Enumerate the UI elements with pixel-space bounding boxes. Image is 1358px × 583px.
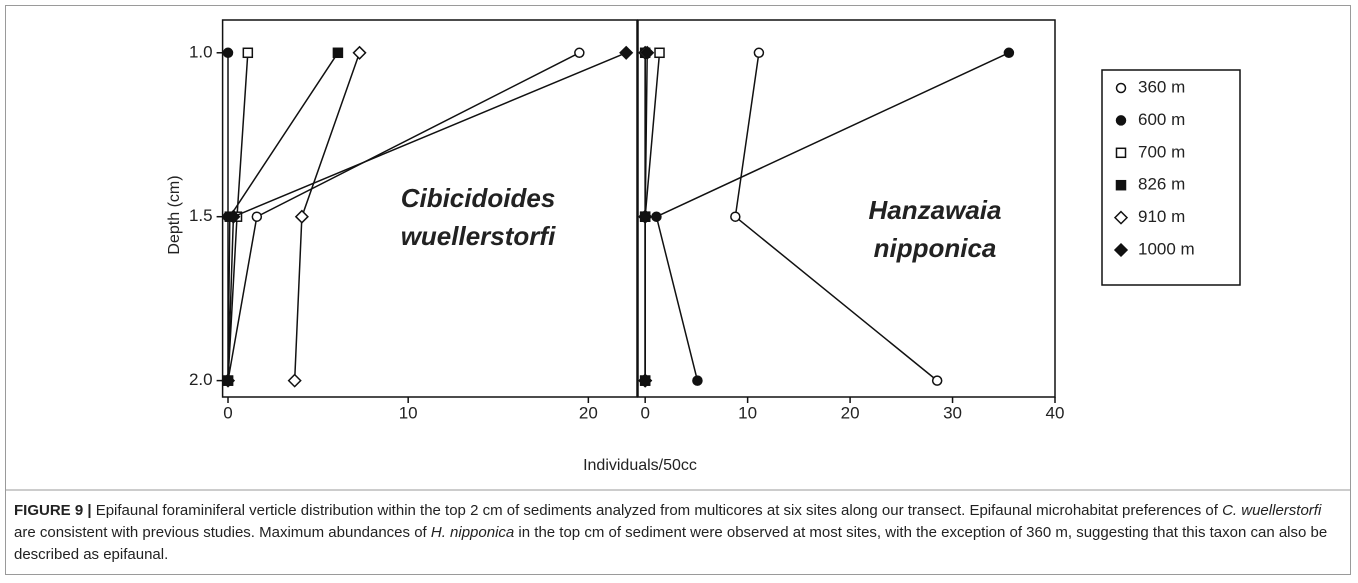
- caption-text: H. nipponica: [430, 524, 515, 541]
- caption: FIGURE 9 | Epifaunal foraminiferal verti…: [14, 500, 1344, 566]
- data-point: [287, 373, 302, 388]
- data-point: [332, 47, 344, 59]
- legend-label: 1000 m: [1138, 239, 1195, 258]
- x-axis-label: Individuals/50cc: [583, 457, 697, 474]
- panel-title: wuellerstorfi: [401, 221, 556, 251]
- data-point: [226, 209, 241, 224]
- data-point: [251, 211, 263, 222]
- data-point: [294, 209, 309, 224]
- plot-frame: [221, 19, 638, 398]
- data-point: [619, 45, 634, 60]
- legend-label: 360 m: [1138, 77, 1185, 96]
- panel-title: Hanzawaia: [869, 195, 1002, 225]
- data-point: [753, 47, 765, 59]
- caption-text: C. wuellerstorfi: [1222, 502, 1322, 519]
- caption-text: are consistent with previous studies. Ma…: [14, 524, 431, 541]
- data-point: [654, 47, 665, 59]
- data-point: [574, 47, 585, 59]
- panel-title: Cibicidoides: [401, 183, 556, 213]
- data-point: [638, 209, 653, 224]
- legend-marker: [1115, 179, 1127, 191]
- legend-label: 600 m: [1138, 110, 1185, 129]
- x-tick-label: 20: [841, 403, 860, 422]
- chart: 1.0 1.5 2.0 0 10 20 Cibicidoides wuellerstorfi 0…: [5, 19, 1351, 491]
- y-axis-label: Depth (cm): [166, 175, 183, 254]
- y-tick-label: 2.0: [189, 370, 213, 389]
- x-tick-label: 0: [640, 403, 649, 422]
- caption-label: FIGURE 9 |: [14, 502, 92, 519]
- legend-label: 700 m: [1138, 142, 1185, 161]
- x-tick-label: 0: [223, 403, 232, 422]
- data-point: [931, 375, 943, 386]
- data-point: [730, 211, 741, 222]
- x-tick-label: 20: [579, 403, 598, 422]
- caption-text: Epifaunal foraminiferal verticle distrib…: [91, 502, 1223, 519]
- x-tick-label: 40: [1046, 403, 1065, 422]
- data-point: [638, 373, 653, 388]
- y-tick-label: 1.5: [189, 206, 213, 225]
- data-point: [222, 47, 234, 59]
- series-line: [227, 52, 580, 381]
- legend-marker: [1115, 82, 1127, 94]
- data-point: [640, 45, 655, 60]
- caption-text: in the top cm of sediment were observed …: [14, 524, 1328, 563]
- series-line: [227, 52, 627, 381]
- legend-marker: [1113, 242, 1129, 258]
- data-point: [242, 47, 254, 59]
- legend-label: 910 m: [1138, 207, 1185, 226]
- figure-frame: [5, 5, 1351, 575]
- legend-marker: [1113, 210, 1129, 225]
- legend-marker: [1115, 115, 1127, 126]
- x-tick-label: 30: [943, 403, 962, 422]
- legend-marker: [1115, 147, 1127, 159]
- panel-title: nipponica: [874, 233, 997, 263]
- data-point: [352, 45, 367, 60]
- y-tick-label: 1.0: [189, 42, 213, 61]
- data-point: [220, 373, 236, 388]
- data-point: [1003, 47, 1015, 59]
- data-point: [651, 211, 662, 222]
- x-tick-label: 10: [399, 403, 418, 422]
- x-tick-label: 10: [738, 403, 757, 422]
- legend-label: 826 m: [1138, 175, 1185, 194]
- data-point: [692, 375, 703, 386]
- plot-frame: [637, 19, 1056, 398]
